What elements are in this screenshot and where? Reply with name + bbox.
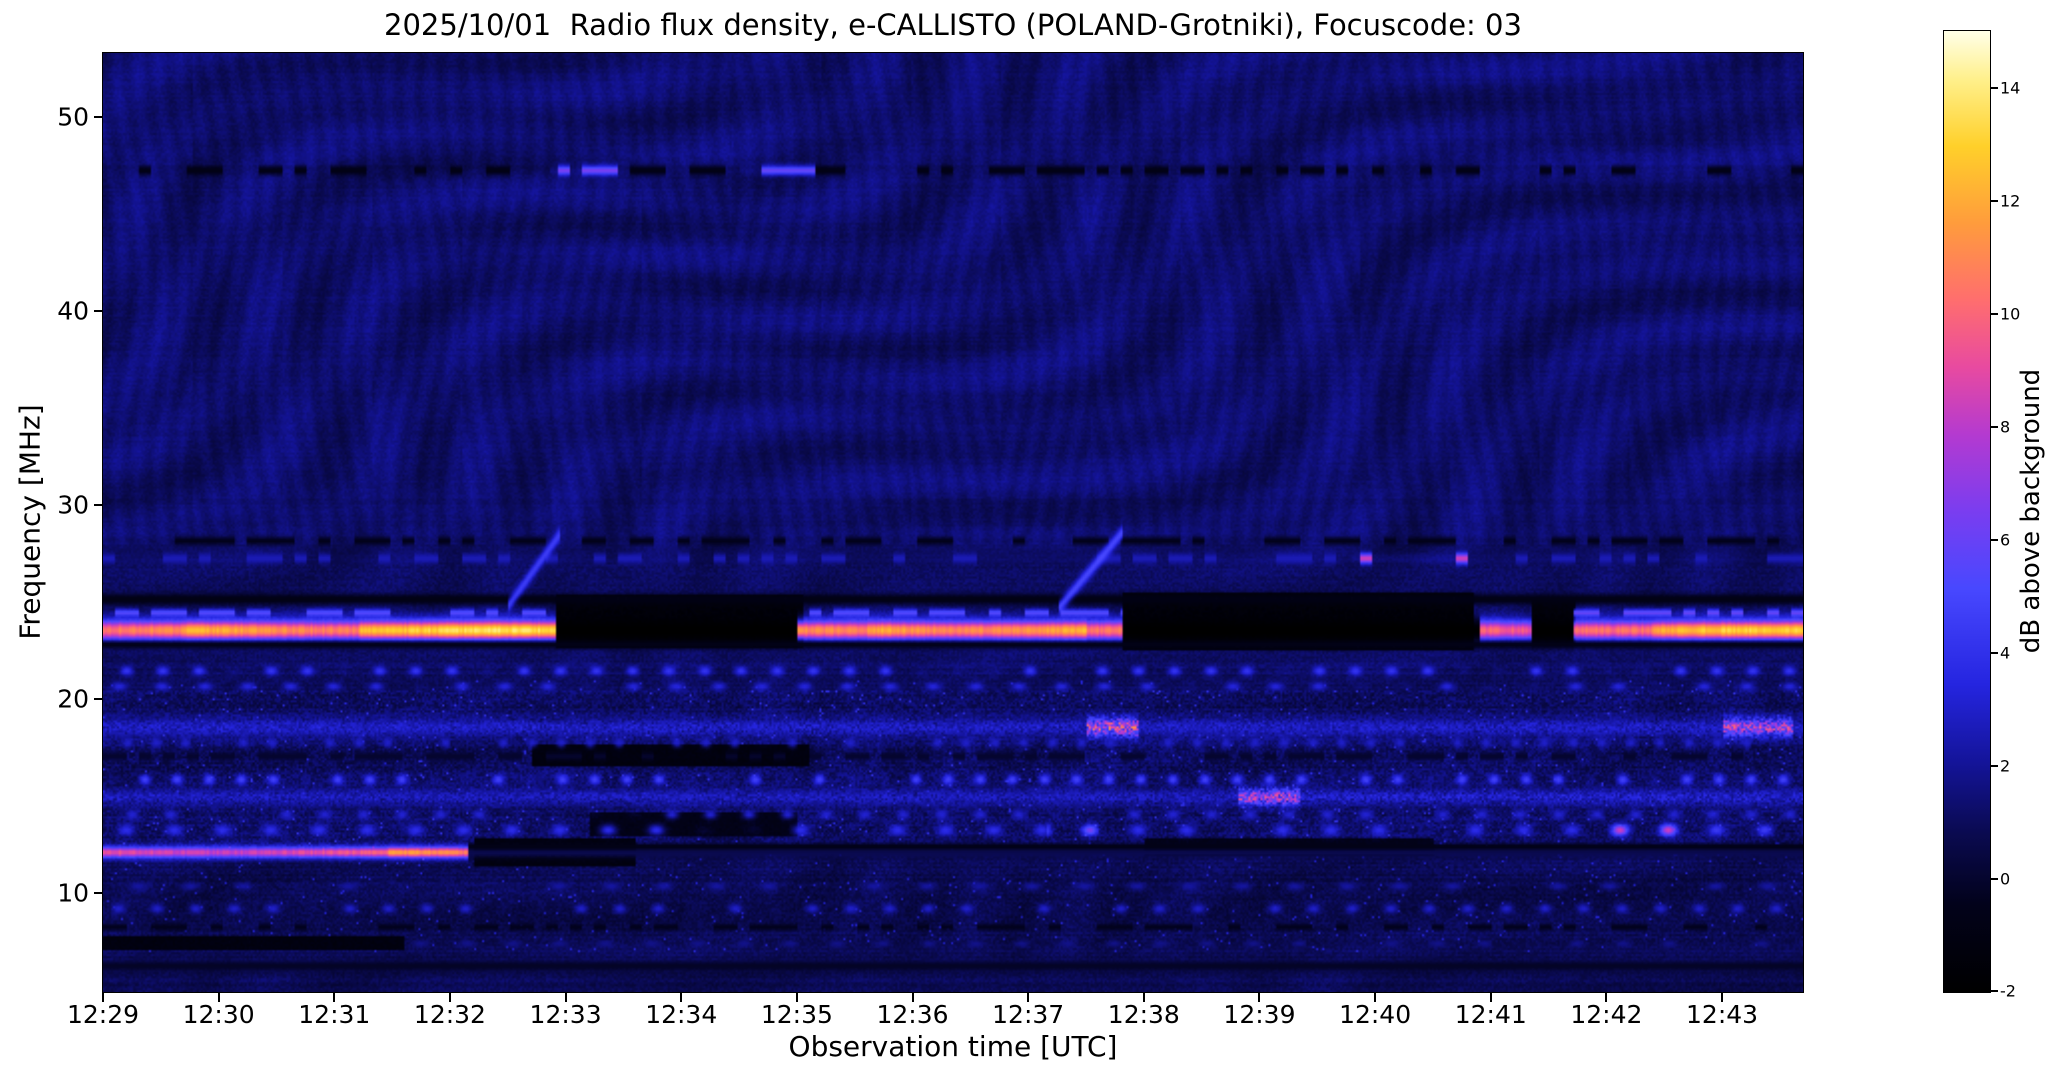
y-tick-label: 30 [57,490,89,520]
y-tick-mark [94,310,103,313]
colorbar-tick-label: 12 [2000,191,2021,211]
y-tick-label: 20 [57,684,89,714]
colorbar-tick-label: 0 [2000,869,2011,889]
colorbar-tick-label: 6 [2000,530,2011,550]
x-tick-label: 12:41 [1454,1000,1527,1029]
x-tick-mark [795,993,798,1002]
x-tick-label: 12:36 [876,1000,949,1029]
x-tick-mark [911,993,914,1002]
x-tick-mark [1027,993,1030,1002]
y-tick-mark [94,116,103,119]
colorbar-tick-mark [1990,651,1998,654]
x-tick-label: 12:31 [298,1000,371,1029]
x-tick-mark [680,993,683,1002]
colorbar-tick-mark [1990,877,1998,880]
y-tick-mark [94,892,103,895]
x-tick-mark [564,993,567,1002]
colorbar-tick-mark [1990,199,1998,202]
colorbar-tick-mark [1990,990,1998,992]
y-tick-label: 50 [57,102,89,132]
x-tick-mark [333,993,336,1002]
x-tick-label: 12:43 [1686,1000,1759,1029]
spectrogram-canvas [103,53,1803,992]
colorbar-tick-mark [1990,764,1998,767]
x-tick-label: 12:32 [413,1000,486,1029]
x-tick-label: 12:37 [992,1000,1065,1029]
y-axis-label: Frequency [MHz] [13,404,47,640]
x-tick-label: 12:40 [1339,1000,1412,1029]
colorbar-tick-mark [1990,425,1998,428]
x-tick-mark [1258,993,1261,1002]
x-tick-mark [102,993,104,1002]
colorbar [1943,30,1991,993]
colorbar-tick-label: 14 [2000,78,2021,98]
x-tick-label: 12:35 [760,1000,833,1029]
colorbar-tick-mark [1990,538,1998,541]
colorbar-tick-mark [1990,86,1998,89]
y-tick-label: 10 [57,878,89,908]
x-tick-label: 12:34 [645,1000,718,1029]
colorbar-tick-label: -2 [2000,981,2016,1001]
y-tick-label: 40 [57,296,89,326]
x-tick-mark [217,993,220,1002]
colorbar-tick-label: 2 [2000,756,2011,776]
colorbar-tick-label: 8 [2000,417,2011,437]
x-tick-label: 12:30 [182,1000,255,1029]
chart-title: 2025/10/01 Radio flux density, e-CALLIST… [384,8,1522,42]
x-tick-mark [448,993,451,1002]
x-tick-mark [1489,993,1492,1002]
x-axis-label: Observation time [UTC] [788,1030,1118,1063]
plot-area [102,52,1804,993]
colorbar-tick-label: 4 [2000,643,2011,663]
colorbar-tick-label: 10 [2000,304,2021,324]
x-tick-mark [1374,993,1377,1002]
x-tick-label: 12:33 [529,1000,602,1029]
x-tick-mark [1721,993,1724,1002]
colorbar-label: dB above background [2016,368,2046,654]
x-tick-label: 12:39 [1223,1000,1296,1029]
x-tick-label: 12:42 [1570,1000,1643,1029]
y-tick-mark [94,698,103,701]
x-tick-mark [1605,993,1608,1002]
x-tick-label: 12:38 [1107,1000,1180,1029]
x-tick-mark [1142,993,1145,1002]
x-tick-label: 12:29 [66,1000,140,1029]
colorbar-tick-mark [1990,312,1998,315]
y-tick-mark [94,504,103,507]
